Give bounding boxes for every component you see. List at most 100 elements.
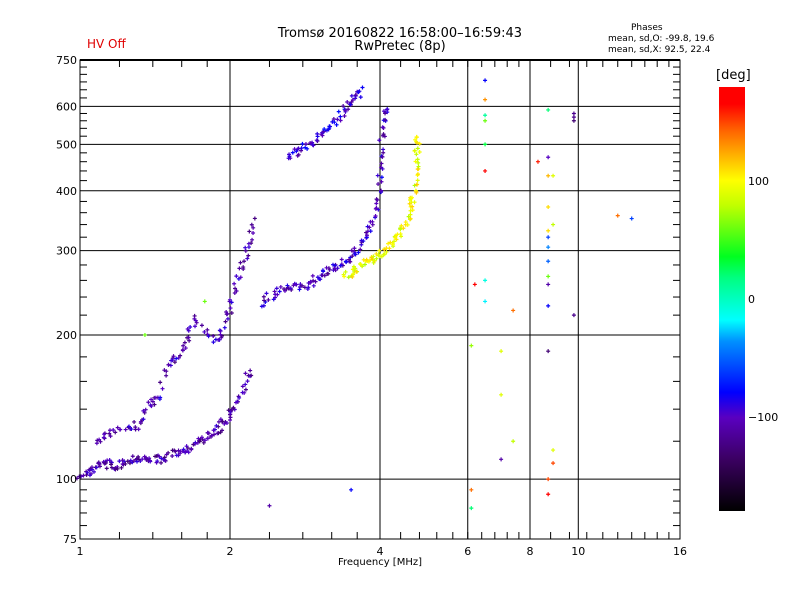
data-point <box>412 200 417 205</box>
data-point <box>413 159 418 164</box>
data-point <box>274 286 279 291</box>
data-point <box>243 387 248 392</box>
data-point <box>326 271 331 276</box>
data-point <box>377 248 382 253</box>
data-point <box>310 273 315 278</box>
data-point <box>202 299 207 304</box>
data-point <box>132 419 137 424</box>
data-point <box>551 222 556 227</box>
data-point <box>247 229 252 234</box>
y-tick-label: 750 <box>56 54 77 67</box>
data-point <box>386 241 391 246</box>
data-point <box>571 111 576 116</box>
data-point <box>251 230 256 235</box>
data-point <box>170 358 175 363</box>
data-point <box>120 458 125 463</box>
data-point <box>483 142 488 147</box>
data-point <box>415 146 420 151</box>
data-point <box>150 399 155 404</box>
data-point <box>379 179 384 184</box>
data-point <box>119 465 124 470</box>
data-point <box>546 107 551 112</box>
data-point <box>350 97 355 102</box>
data-point <box>75 476 80 481</box>
data-point <box>382 252 387 257</box>
data-point <box>339 257 344 262</box>
data-point <box>212 427 217 432</box>
data-point <box>297 285 302 290</box>
data-point <box>358 247 363 252</box>
data-point <box>117 459 122 464</box>
data-point <box>335 266 340 271</box>
data-point <box>338 118 343 123</box>
data-point <box>300 141 305 146</box>
data-point <box>118 427 123 432</box>
data-point <box>243 245 248 250</box>
data-point <box>551 173 556 178</box>
data-point <box>469 506 474 511</box>
data-point <box>218 332 223 337</box>
data-point <box>261 294 266 299</box>
colorbar-gradient <box>719 87 745 511</box>
data-point <box>629 216 634 221</box>
data-point <box>343 108 348 113</box>
data-point <box>338 114 343 119</box>
data-point <box>381 147 386 152</box>
data-point <box>349 248 354 253</box>
colorbar: 100 0 −100 <box>719 87 778 511</box>
data-point <box>302 285 307 290</box>
axes-frame: 1 2 4 6 8 10 16 75 100 200 300 400 500 600 750 <box>56 54 687 558</box>
chart-title: Tromsø 20160822 16:58:00–16:59:43 <box>277 26 523 41</box>
data-point <box>191 442 196 447</box>
data-point <box>163 458 168 463</box>
data-point <box>168 363 173 368</box>
data-point <box>388 240 393 245</box>
data-point <box>140 457 145 462</box>
y-tick-label: 75 <box>63 533 77 546</box>
data-point <box>371 258 376 263</box>
data-point <box>243 382 248 387</box>
data-point <box>209 433 214 438</box>
data-point <box>108 434 113 439</box>
data-point <box>546 492 551 497</box>
data-point <box>266 297 271 302</box>
data-point <box>115 425 120 430</box>
phases-title: Phases <box>631 23 663 33</box>
data-point <box>414 140 419 145</box>
data-point <box>347 257 352 262</box>
y-tick-label: 200 <box>56 329 77 342</box>
data-point <box>472 282 477 287</box>
data-point <box>383 117 388 122</box>
data-point <box>300 283 305 288</box>
data-point <box>241 265 246 270</box>
data-point <box>345 100 350 105</box>
data-point <box>228 409 233 414</box>
x-tick-label: 16 <box>673 545 687 558</box>
data-point <box>334 122 339 127</box>
x-tick-label: 10 <box>571 545 585 558</box>
data-point <box>381 150 386 155</box>
data-point <box>546 235 551 240</box>
x-tick-label: 2 <box>227 545 234 558</box>
data-point <box>220 428 225 433</box>
data-point <box>125 459 130 464</box>
data-point <box>379 161 384 166</box>
data-point <box>222 325 227 330</box>
data-point <box>499 392 504 397</box>
x-tick-label: 6 <box>464 545 471 558</box>
colorbar-tick-label: 100 <box>748 175 769 188</box>
data-point <box>321 269 326 274</box>
data-point <box>320 133 325 138</box>
data-point <box>353 96 358 101</box>
data-point <box>142 332 147 337</box>
data-point <box>375 173 380 178</box>
data-point <box>326 266 331 271</box>
data-point <box>261 303 266 308</box>
data-point <box>115 466 120 471</box>
data-point <box>546 259 551 264</box>
data-point <box>84 472 89 477</box>
data-point <box>234 289 239 294</box>
data-point <box>94 465 99 470</box>
data-point <box>332 120 337 125</box>
